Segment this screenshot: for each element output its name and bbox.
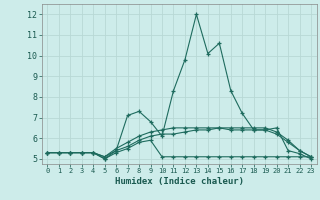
X-axis label: Humidex (Indice chaleur): Humidex (Indice chaleur) xyxy=(115,177,244,186)
